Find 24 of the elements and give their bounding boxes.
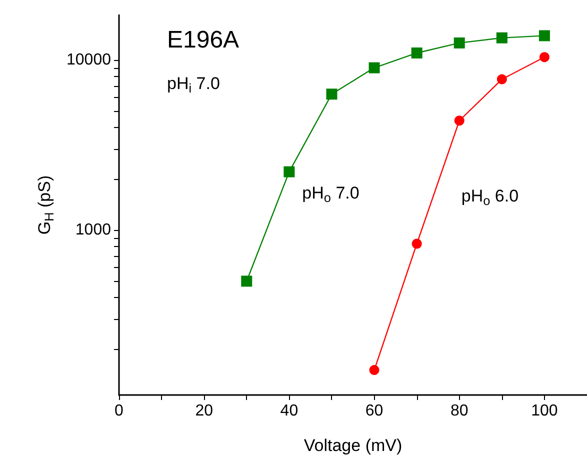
point (326, 88, 338, 100)
x-tick-label: 60 (365, 402, 384, 420)
x-tick-label: 0 (114, 402, 124, 420)
point (241, 276, 252, 287)
point (412, 238, 422, 249)
point (369, 365, 380, 376)
point (284, 166, 295, 178)
point (496, 74, 507, 84)
point (496, 32, 508, 44)
y-tick-label: 10000 (66, 52, 112, 69)
annotation: E196A (167, 26, 240, 54)
point (538, 30, 550, 42)
x-axis-title: Voltage (mV) (304, 436, 402, 455)
point (368, 62, 380, 74)
x-tick-label: 40 (280, 402, 298, 420)
point (454, 37, 465, 48)
x-tick-label: 100 (531, 402, 558, 420)
y-axis-title: GH (pS) (34, 175, 57, 235)
x-tick-label: 80 (450, 402, 468, 420)
point (454, 116, 464, 126)
point (411, 47, 422, 58)
y-tick-label: 1000 (75, 222, 112, 239)
x-tick-label: 20 (195, 402, 214, 420)
point (539, 52, 550, 62)
